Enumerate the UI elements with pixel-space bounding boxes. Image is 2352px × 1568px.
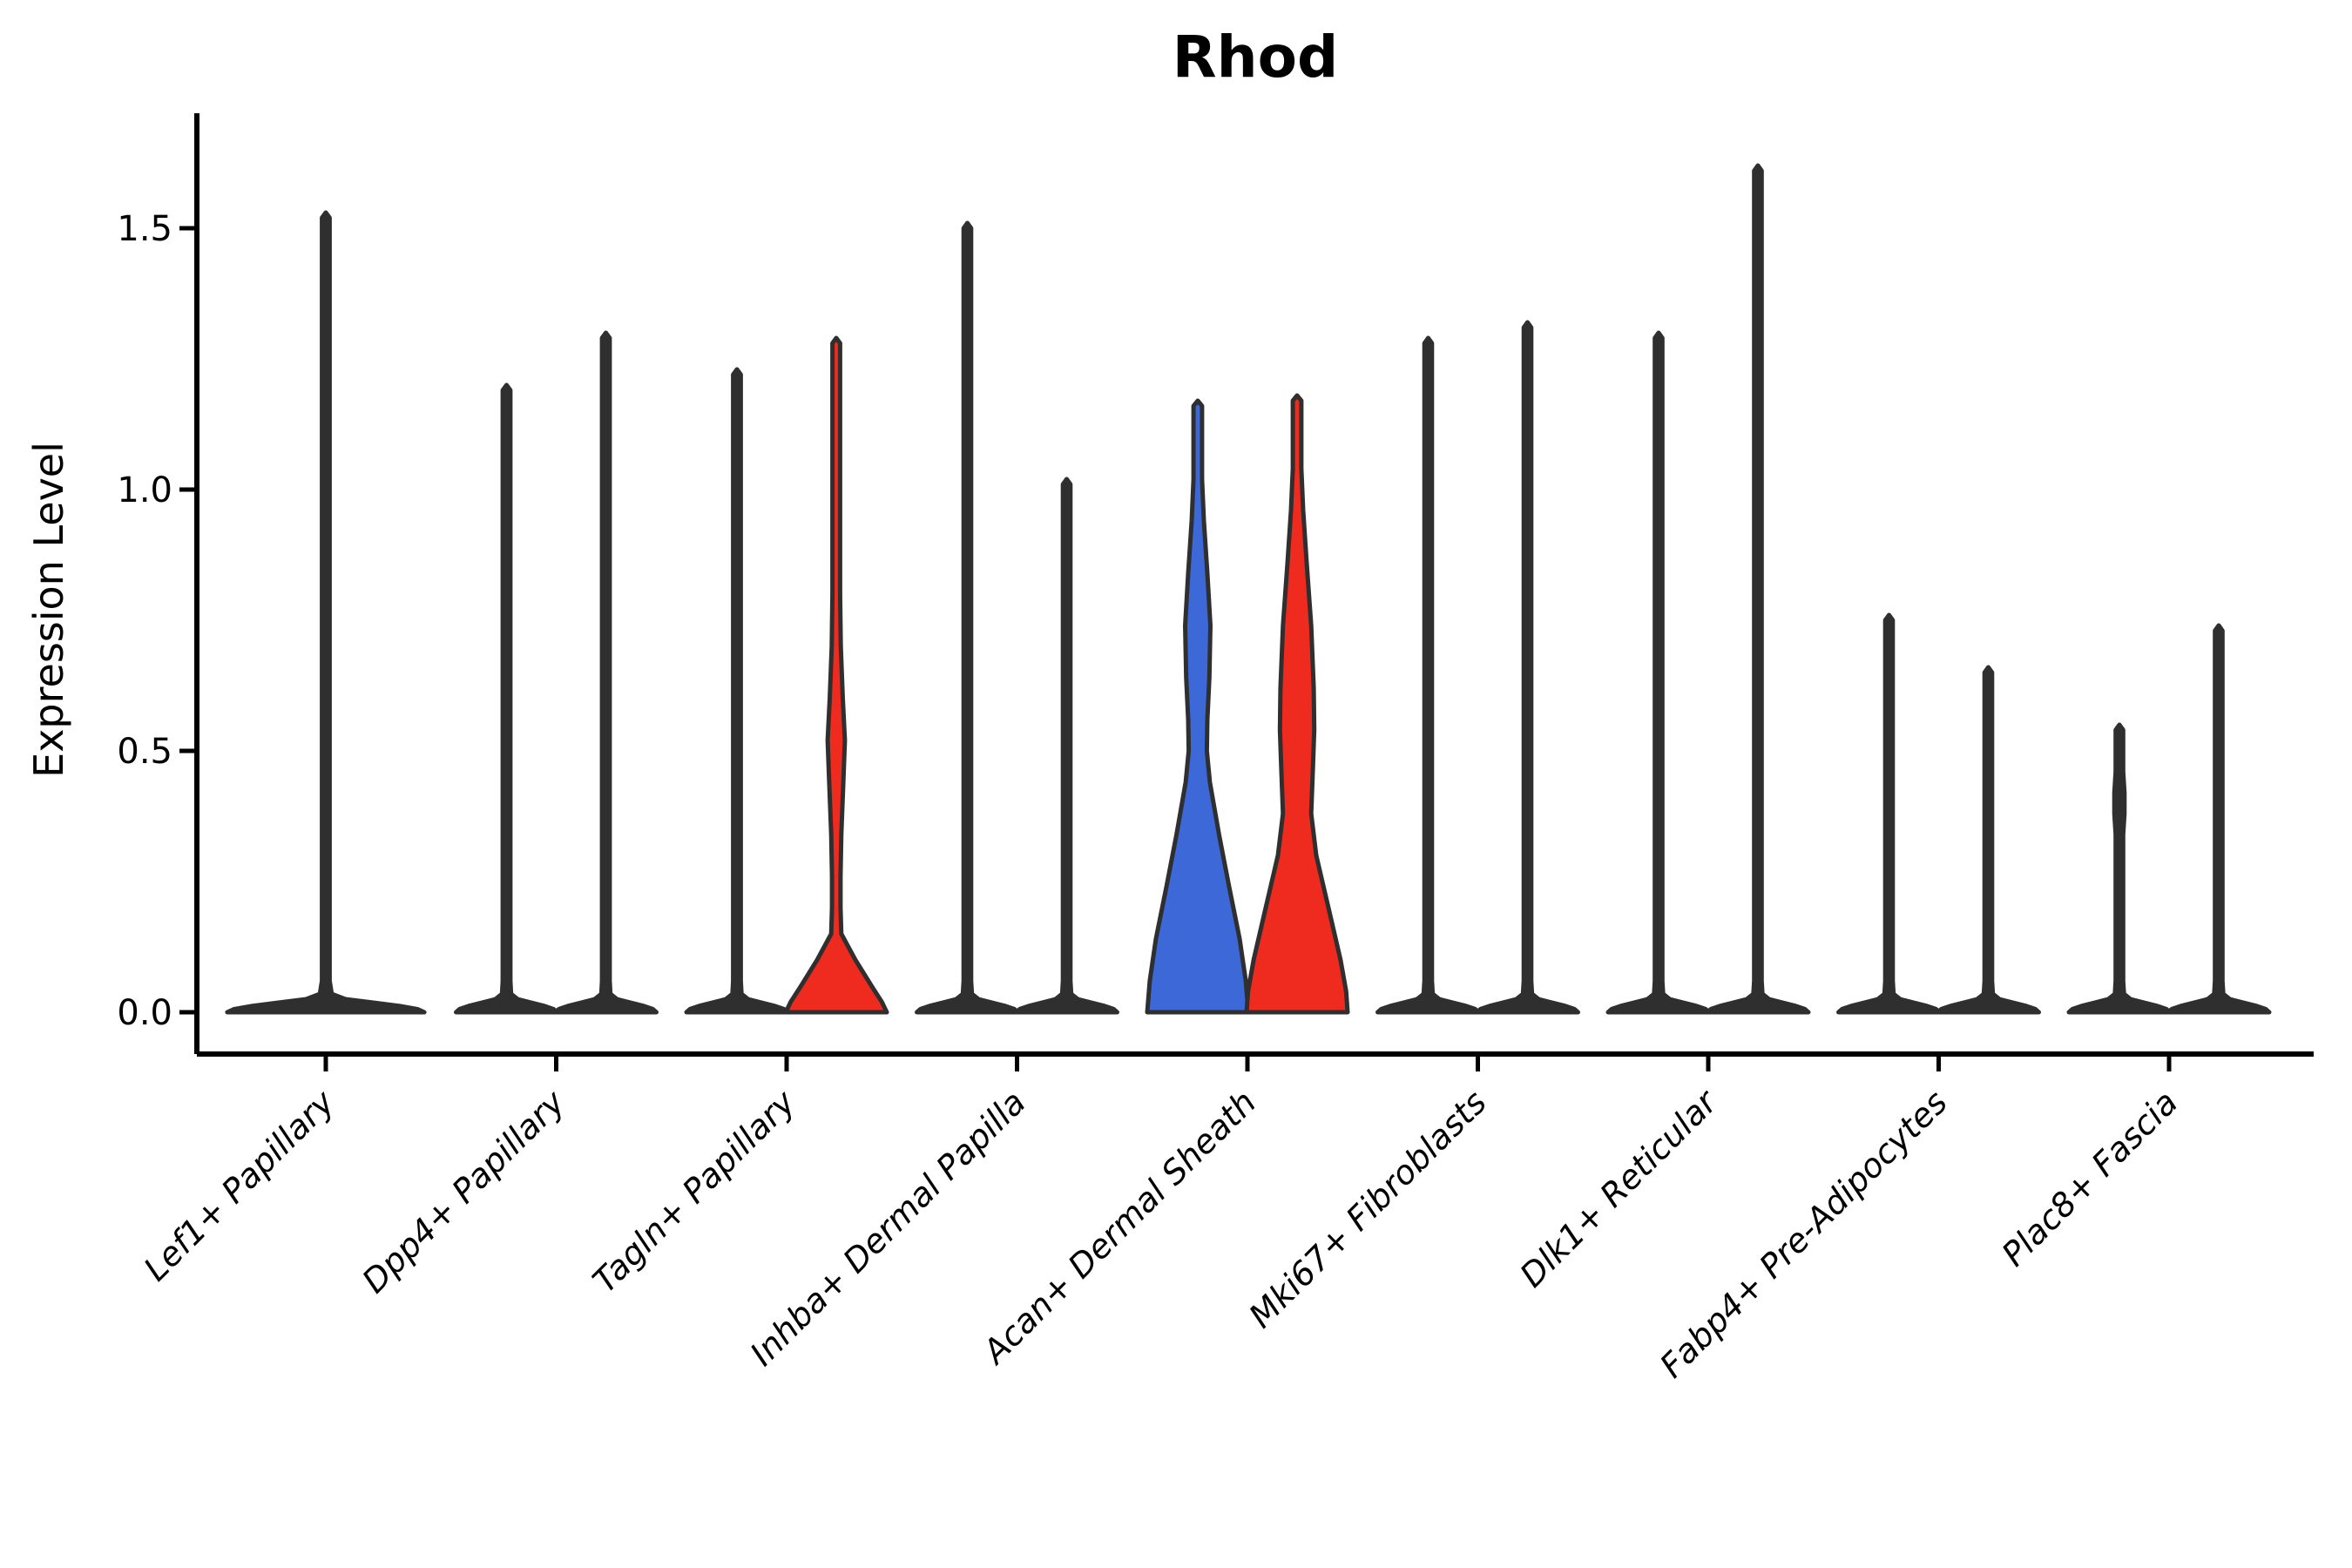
violin-dpp4-papillary-left xyxy=(454,382,559,1015)
violin-tagln-papillary-right xyxy=(783,335,889,1015)
x-category-label: Plac8+ Fascia xyxy=(1995,1083,2186,1274)
violin-inhba-dermal-papilla-right xyxy=(1014,476,1119,1015)
violin-plac8-fascia-left xyxy=(2066,722,2173,1015)
x-category-label: Dlk1+ Reticular xyxy=(1512,1082,1726,1295)
y-tick-label: 0.5 xyxy=(117,732,172,772)
violin-fabp4-pre-adipocytes-right xyxy=(1936,665,2041,1015)
x-category-label: Acan+ Dermal Sheath xyxy=(974,1083,1264,1373)
violin-dpp4-papillary-right xyxy=(553,330,659,1015)
y-tick-label: 0.0 xyxy=(117,993,172,1033)
violin-lef1-papillary-center xyxy=(225,210,427,1015)
violin-acan-dermal-sheath-left xyxy=(1145,398,1251,1015)
y-tick-label: 1.5 xyxy=(117,209,172,249)
x-category-label: Lef1+ Papillary xyxy=(137,1083,342,1288)
violin-mki67-fibroblasts-right xyxy=(1475,320,1580,1015)
x-ticks-group: Lef1+ Papillary Dpp4+ Papillary Tagln+ Pap… xyxy=(137,1054,2186,1385)
y-ticks-group: 0.0 0.5 1.0 1.5 xyxy=(117,209,197,1033)
violin-acan-dermal-sheath-right xyxy=(1244,393,1350,1015)
x-category-label: Tagln+ Papillary xyxy=(585,1083,803,1301)
y-axis-label: Expression Level xyxy=(25,442,72,778)
violin-fabp4-pre-adipocytes-left xyxy=(1836,612,1942,1015)
violin-inhba-dermal-papilla-left xyxy=(915,220,1020,1015)
violin-dlk1-reticular-left xyxy=(1605,330,1712,1015)
violin-mki67-fibroblasts-left xyxy=(1375,335,1481,1015)
x-category-label: Mki67+ Fibroblasts xyxy=(1241,1083,1494,1335)
chart-title: Rhod xyxy=(1173,24,1338,91)
x-category-label: Dpp4+ Papillary xyxy=(355,1083,572,1301)
y-tick-label: 1.0 xyxy=(117,470,172,510)
violin-plac8-fascia-right xyxy=(2166,623,2272,1015)
violin-dlk1-reticular-right xyxy=(1705,163,1811,1015)
violin-tagln-papillary-left xyxy=(684,367,790,1015)
violins-layer xyxy=(225,163,2272,1015)
